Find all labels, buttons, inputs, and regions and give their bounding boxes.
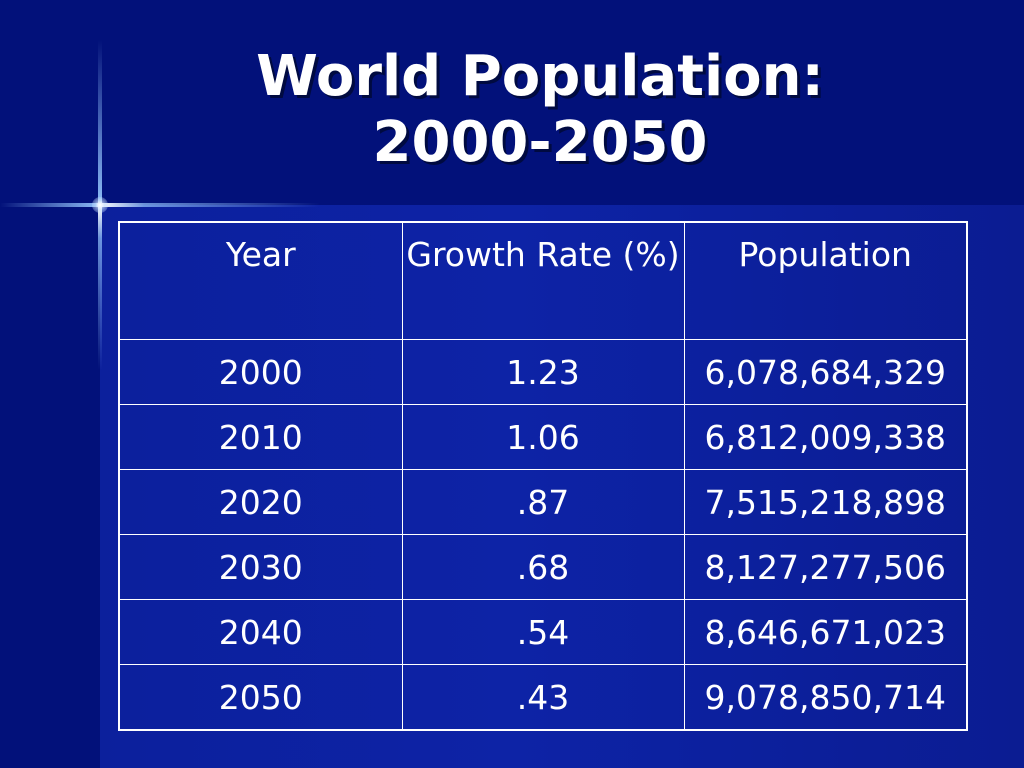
title-line-1: World Population:: [256, 44, 824, 109]
cell-year: 2040: [118, 599, 403, 665]
table-row: 2040 .54 8,646,671,023: [118, 599, 968, 665]
table-header-row: Year Growth Rate (%) Population: [118, 221, 968, 340]
table-row: 2000 1.23 6,078,684,329: [118, 339, 968, 405]
table-row: 2050 .43 9,078,850,714: [118, 664, 968, 731]
cell-growth-rate: .54: [401, 599, 685, 665]
table-row: 2020 .87 7,515,218,898: [118, 469, 968, 535]
cell-growth-rate: 1.23: [401, 339, 685, 405]
sparkle-horizontal: [0, 203, 320, 207]
left-band: [0, 0, 100, 768]
cell-year: 2000: [118, 339, 403, 405]
header-year: Year: [118, 221, 403, 340]
cell-population: 8,127,277,506: [683, 534, 968, 600]
header-population: Population: [683, 221, 968, 340]
cell-growth-rate: .68: [401, 534, 685, 600]
title-line-2: 2000-2050: [372, 110, 708, 175]
cell-year: 2050: [118, 664, 403, 731]
cell-population: 6,078,684,329: [683, 339, 968, 405]
cell-population: 8,646,671,023: [683, 599, 968, 665]
table-row: 2010 1.06 6,812,009,338: [118, 404, 968, 470]
cell-growth-rate: .43: [401, 664, 685, 731]
cell-growth-rate: .87: [401, 469, 685, 535]
cell-population: 7,515,218,898: [683, 469, 968, 535]
cell-year: 2010: [118, 404, 403, 470]
cell-year: 2020: [118, 469, 403, 535]
header-growth-rate: Growth Rate (%): [401, 221, 685, 340]
cell-year: 2030: [118, 534, 403, 600]
cell-population: 9,078,850,714: [683, 664, 968, 731]
title-band: [0, 0, 1024, 205]
cell-population: 6,812,009,338: [683, 404, 968, 470]
slide-title: World Population: 2000-2050: [100, 44, 980, 176]
cell-growth-rate: 1.06: [401, 404, 685, 470]
population-table: Year Growth Rate (%) Population 2000 1.2…: [118, 221, 968, 731]
table-row: 2030 .68 8,127,277,506: [118, 534, 968, 600]
sparkle-icon: [92, 197, 108, 213]
